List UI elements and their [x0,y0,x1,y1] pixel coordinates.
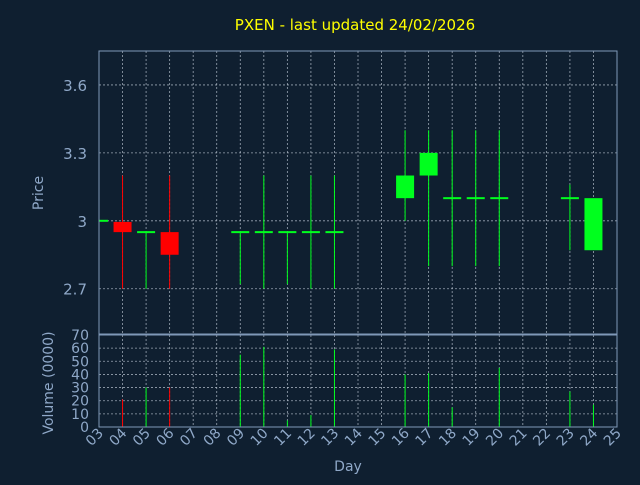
candle [560,184,579,251]
candle-body [396,175,415,199]
price-panel-frame [98,50,618,335]
candle-body [466,197,485,200]
volume-panel-frame [98,334,618,428]
candle [137,231,156,289]
candle [466,130,485,267]
candle-body [584,198,603,251]
candlestick-series [99,130,603,289]
candle [584,198,603,251]
candle [301,175,320,289]
candle-body [254,231,273,234]
candle-body [301,231,320,234]
price-tick-labels: 2.7 3 3.3 3.6 [63,77,87,299]
candle-body [325,231,344,234]
candle [113,175,132,289]
candle [254,175,273,289]
price-tick-label: 2.7 [63,281,87,299]
candle [231,231,250,285]
volume-tick-label: 40 [71,367,89,383]
volume-tick-label: 30 [71,381,89,397]
day-tick-labels: 03 04 05 06 07 08 09 10 11 12 13 14 15 16 17 18 19 20 21 22… [83,425,625,449]
candle-body [99,219,108,222]
volume-tick-label: 0 [80,420,89,436]
candle [419,130,438,267]
candle-body [443,197,462,200]
candle [99,219,108,222]
candle [396,130,415,221]
price-axis-label: Price [31,176,47,210]
price-tick-label: 3.3 [63,145,87,163]
candle-body [419,152,438,176]
candle [160,175,179,289]
candle [325,175,344,289]
candle-body [137,231,156,234]
candle-body [278,231,297,234]
volume-axis-label: Volume (0000) [41,331,57,434]
candle-body [560,197,579,200]
volume-tick-label: 60 [71,341,89,357]
volume-tick-label: 70 [71,328,89,344]
candle-body [490,197,509,200]
price-tick-label: 3.6 [63,77,87,95]
volume-series [122,346,594,427]
candle [278,231,297,285]
candle-body [160,232,179,255]
candle-body [231,231,250,234]
candle-body [113,221,132,233]
volume-tick-label: 50 [71,354,89,370]
candle [443,130,462,267]
volume-tick-label: 10 [71,407,89,423]
candle [490,130,509,267]
chart-title: PXEN - last updated 24/02/2026 [235,16,475,34]
price-tick-label: 3 [77,213,87,231]
volume-tick-label: 20 [71,394,89,410]
day-axis-label: Day [334,459,362,475]
